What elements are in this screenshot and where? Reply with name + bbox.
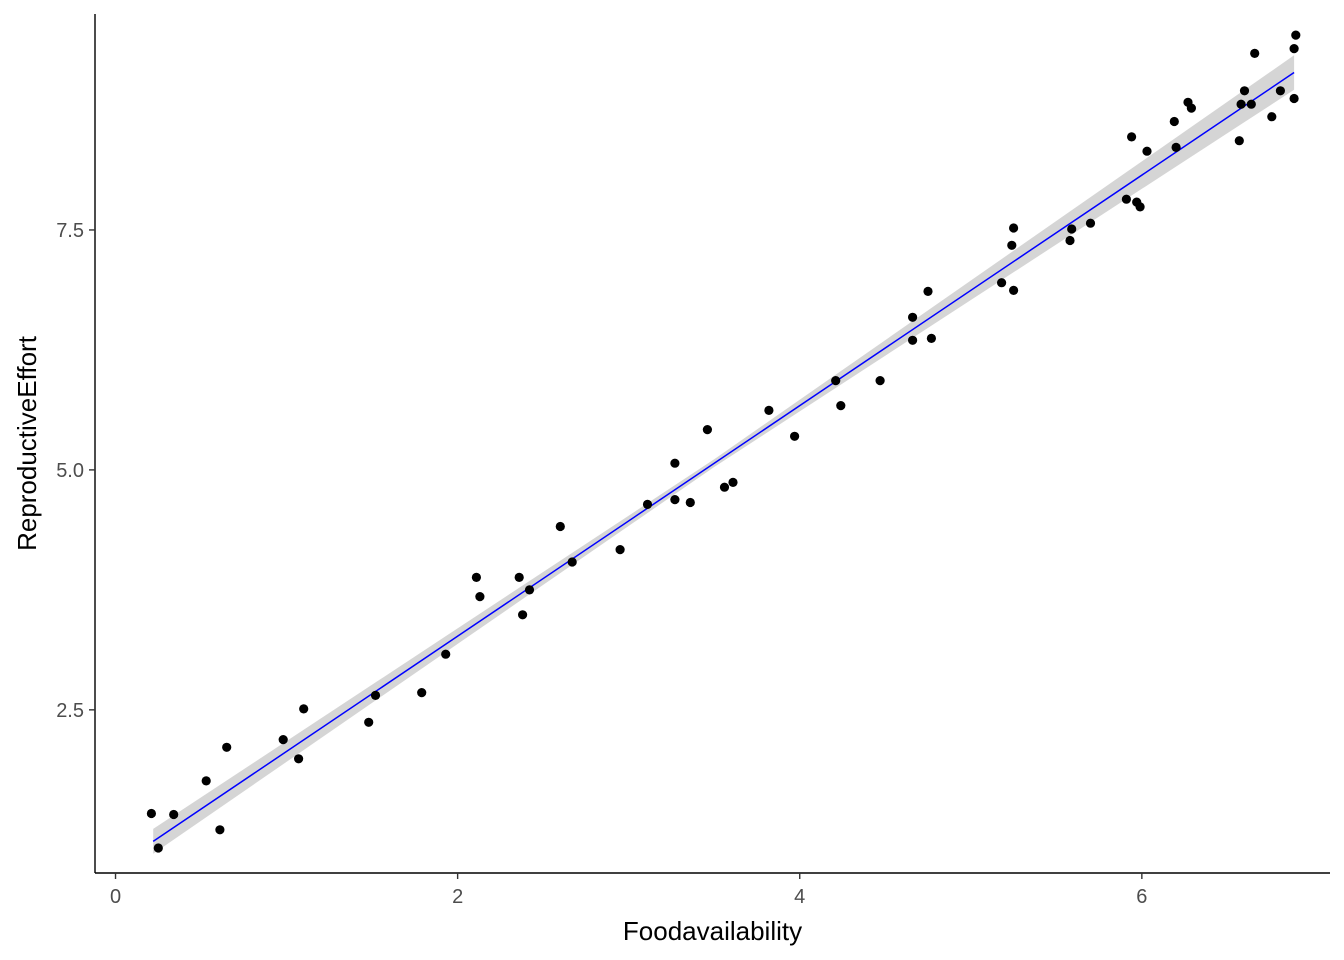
data-point bbox=[1246, 99, 1256, 109]
data-point bbox=[1009, 223, 1019, 233]
data-point bbox=[475, 592, 485, 602]
data-point bbox=[1142, 146, 1152, 156]
data-point bbox=[1065, 235, 1075, 246]
data-point bbox=[169, 809, 179, 820]
data-point bbox=[670, 495, 680, 505]
data-point bbox=[1291, 30, 1301, 40]
confidence-band-layer bbox=[153, 55, 1295, 854]
data-point bbox=[1169, 116, 1179, 127]
data-point bbox=[1127, 132, 1137, 142]
data-point bbox=[908, 335, 918, 345]
data-point bbox=[1267, 112, 1277, 122]
regression-line bbox=[152, 71, 1295, 842]
data-point bbox=[1275, 86, 1285, 96]
data-point bbox=[1250, 48, 1260, 59]
data-point bbox=[685, 497, 695, 508]
data-point bbox=[364, 717, 374, 727]
data-point bbox=[670, 458, 680, 468]
data-point bbox=[518, 610, 528, 620]
data-point bbox=[294, 754, 304, 764]
data-point bbox=[923, 286, 933, 296]
data-point bbox=[1186, 103, 1196, 113]
x-tick-label: 0 bbox=[110, 886, 121, 908]
data-point bbox=[514, 572, 524, 583]
x-axis-ticks: 0 2 4 6 bbox=[110, 873, 1147, 908]
data-point bbox=[370, 690, 381, 701]
data-point bbox=[146, 808, 156, 819]
data-point bbox=[201, 776, 211, 786]
data-point bbox=[836, 401, 846, 411]
data-point bbox=[1239, 86, 1250, 96]
data-point bbox=[728, 477, 738, 487]
data-point bbox=[997, 278, 1007, 288]
data-point bbox=[1121, 194, 1131, 204]
data-point bbox=[1234, 136, 1244, 146]
data-point bbox=[417, 688, 427, 698]
data-point bbox=[1171, 142, 1181, 152]
data-point bbox=[1067, 224, 1077, 234]
data-point bbox=[1085, 218, 1096, 228]
data-point bbox=[719, 482, 730, 492]
data-point bbox=[926, 333, 937, 343]
data-point bbox=[790, 431, 800, 441]
y-tick-label: 7.5 bbox=[56, 220, 84, 242]
y-axis-title: ReproductiveEffort bbox=[12, 335, 42, 551]
data-point bbox=[831, 376, 841, 386]
x-tick-label: 6 bbox=[1136, 886, 1147, 908]
data-point bbox=[1007, 240, 1017, 250]
regression-line-layer bbox=[152, 71, 1295, 842]
confidence-band bbox=[153, 55, 1295, 854]
data-point bbox=[441, 649, 451, 659]
data-point bbox=[642, 499, 653, 509]
data-point bbox=[471, 572, 481, 583]
data-point bbox=[1289, 44, 1299, 54]
data-point bbox=[1236, 99, 1246, 109]
data-point bbox=[278, 735, 288, 745]
y-tick-label: 5.0 bbox=[56, 460, 84, 482]
data-point bbox=[1289, 93, 1299, 104]
data-point bbox=[1009, 285, 1019, 295]
data-point bbox=[567, 557, 577, 567]
data-points bbox=[146, 30, 1301, 853]
data-point bbox=[1135, 202, 1145, 212]
data-point bbox=[299, 704, 309, 714]
y-axis-ticks: 2.5 5.0 7.5 bbox=[56, 220, 95, 722]
data-point bbox=[875, 376, 885, 386]
x-axis-title: Foodavailability bbox=[623, 916, 802, 946]
y-tick-label: 2.5 bbox=[56, 700, 84, 722]
data-point bbox=[222, 742, 232, 752]
data-point bbox=[908, 312, 918, 322]
data-point bbox=[615, 545, 625, 555]
data-point bbox=[555, 521, 565, 532]
x-tick-label: 4 bbox=[794, 886, 805, 908]
data-point bbox=[524, 585, 535, 595]
data-point bbox=[702, 425, 713, 435]
data-point bbox=[764, 405, 774, 415]
x-tick-label: 2 bbox=[452, 886, 463, 908]
data-point bbox=[215, 825, 225, 835]
data-point bbox=[153, 843, 163, 853]
